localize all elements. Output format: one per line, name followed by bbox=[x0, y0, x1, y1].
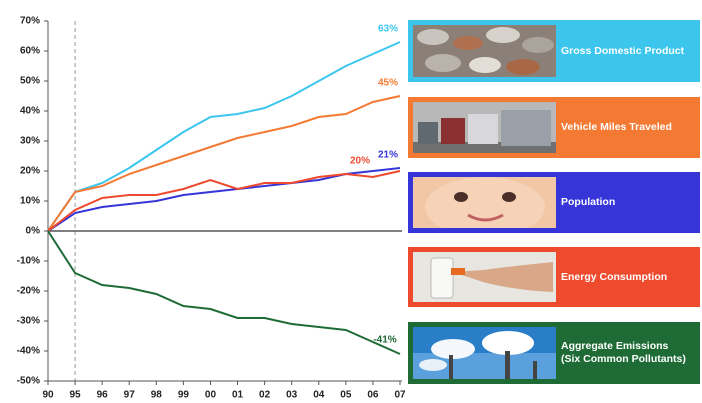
x-tick-label: 04 bbox=[313, 390, 325, 401]
y-tick-label: 70% bbox=[20, 16, 40, 27]
x-tick-label: 97 bbox=[124, 390, 136, 401]
legend-label: Energy Consumption bbox=[561, 270, 668, 283]
legend-photo bbox=[413, 327, 556, 379]
series-line bbox=[47, 41, 401, 232]
legend-label: Aggregate Emissions (Six Common Pollutan… bbox=[561, 340, 686, 365]
photo-coins bbox=[413, 25, 556, 77]
series-line bbox=[47, 230, 401, 355]
legend-photo bbox=[413, 252, 556, 302]
x-tick-label: 99 bbox=[178, 390, 190, 401]
data-label: 63% bbox=[378, 24, 398, 35]
legend-photo bbox=[413, 25, 556, 77]
x-tick-label: 07 bbox=[394, 390, 405, 401]
x-tick-label: 05 bbox=[340, 390, 352, 401]
y-tick-label: -20% bbox=[17, 286, 40, 297]
y-tick-label: 30% bbox=[20, 136, 40, 147]
y-tick-label: 10% bbox=[20, 196, 40, 207]
y-tick-label: -40% bbox=[17, 346, 40, 357]
y-tick-label: 20% bbox=[20, 166, 40, 177]
x-tick-label: 00 bbox=[205, 390, 217, 401]
x-tick-label: 96 bbox=[97, 390, 109, 401]
x-tick-label: 03 bbox=[286, 390, 298, 401]
legend-label: Population bbox=[561, 196, 616, 208]
series-line bbox=[47, 170, 401, 232]
legend-photo bbox=[413, 102, 556, 153]
y-tick-label: 50% bbox=[20, 76, 40, 87]
legend-item: Aggregate Emissions (Six Common Pollutan… bbox=[408, 322, 700, 384]
data-label: 45% bbox=[378, 78, 398, 89]
x-tick-label: 98 bbox=[151, 390, 163, 401]
chart: -50% -40% -30% -20% -10% 0% 10% 20% 30% 40% 50% 60%… bbox=[17, 16, 405, 401]
legend-item: Vehicle Miles Traveled bbox=[408, 97, 700, 158]
legend-label: Vehicle Miles Traveled bbox=[561, 121, 672, 133]
y-tick-label: 0% bbox=[26, 226, 41, 237]
legend-label: Gross Domestic Product bbox=[561, 44, 685, 57]
photo-baby bbox=[413, 177, 556, 228]
y-tick-label: -10% bbox=[17, 256, 40, 267]
series-line bbox=[47, 95, 401, 232]
x-tick-label: 90 bbox=[42, 390, 54, 401]
x-tick-label: 01 bbox=[232, 390, 244, 401]
x-tick-label: 95 bbox=[70, 390, 82, 401]
x-tick-label: 02 bbox=[259, 390, 271, 401]
legend-photo bbox=[413, 177, 556, 228]
photo-traffic bbox=[413, 102, 556, 153]
photo-smokestacks bbox=[413, 327, 556, 379]
legend-item: Population bbox=[408, 172, 700, 233]
y-tick-label: -30% bbox=[17, 316, 40, 327]
data-label: 20% bbox=[350, 156, 370, 167]
y-tick-label: 60% bbox=[20, 46, 40, 57]
y-tick-label: -50% bbox=[17, 376, 40, 387]
data-label: -41% bbox=[373, 335, 396, 346]
legend-item: Gross Domestic Product bbox=[408, 20, 700, 82]
data-label: 21% bbox=[378, 150, 398, 161]
y-tick-label: 40% bbox=[20, 106, 40, 117]
photo-plug bbox=[413, 252, 556, 302]
legend-item: Energy Consumption bbox=[408, 247, 700, 307]
x-tick-label: 06 bbox=[367, 390, 379, 401]
